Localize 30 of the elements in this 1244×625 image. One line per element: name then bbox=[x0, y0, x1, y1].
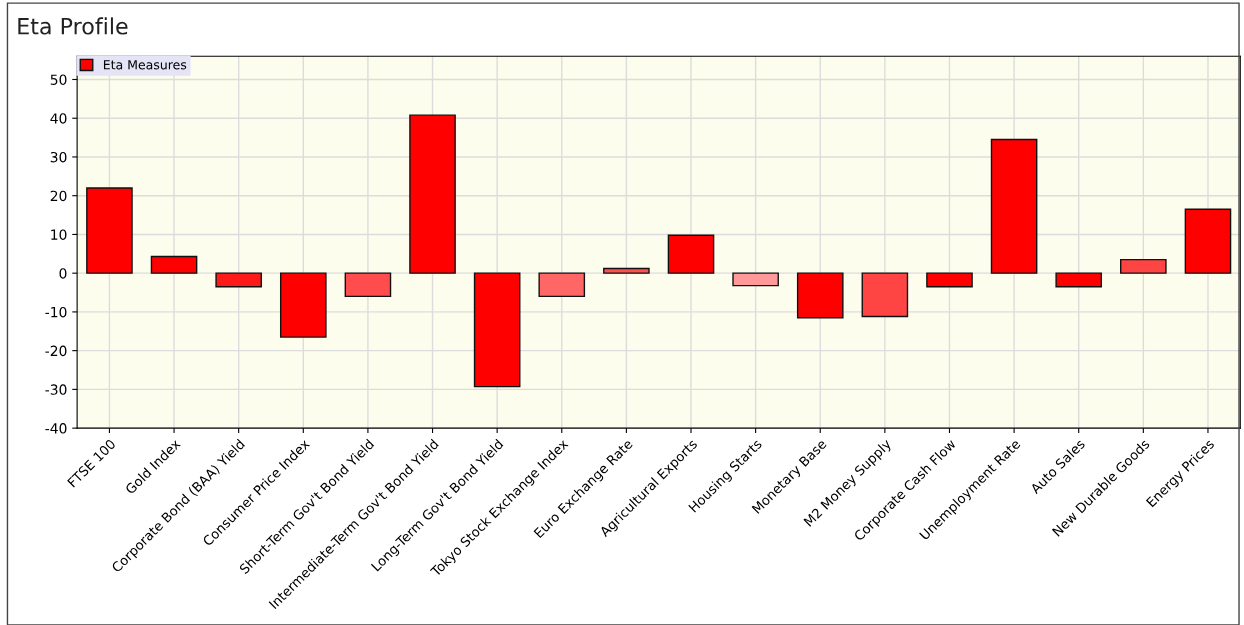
bar bbox=[150, 255, 198, 274]
bar bbox=[86, 187, 133, 274]
legend-label: Eta Measures bbox=[103, 60, 187, 70]
y-tick-label: -30 bbox=[45, 384, 67, 395]
bar bbox=[732, 272, 779, 287]
bar bbox=[538, 272, 586, 298]
y-tick-label: 10 bbox=[51, 229, 67, 240]
bar bbox=[279, 272, 327, 338]
bar bbox=[796, 272, 844, 319]
chart-title: Eta Profile bbox=[18, 17, 128, 35]
y-tick-label: -10 bbox=[45, 306, 67, 318]
bar bbox=[990, 138, 1038, 274]
bar bbox=[215, 272, 262, 288]
y-tick-label: 40 bbox=[50, 113, 67, 124]
bar bbox=[1120, 258, 1167, 274]
y-tick-label: 30 bbox=[50, 151, 67, 163]
y-tick-label: 50 bbox=[50, 74, 67, 85]
bar bbox=[409, 114, 456, 274]
bar bbox=[861, 272, 909, 318]
y-tick-label: -40 bbox=[45, 423, 67, 434]
y-tick-label: 0 bbox=[59, 268, 67, 279]
bar bbox=[1055, 272, 1103, 288]
bar bbox=[926, 272, 973, 288]
y-tick-label: -20 bbox=[45, 345, 67, 357]
bar bbox=[1184, 208, 1232, 274]
bar bbox=[667, 234, 715, 274]
bar bbox=[344, 272, 392, 298]
bar bbox=[473, 272, 521, 388]
y-tick-label: 20 bbox=[50, 190, 67, 202]
bar bbox=[603, 267, 650, 274]
